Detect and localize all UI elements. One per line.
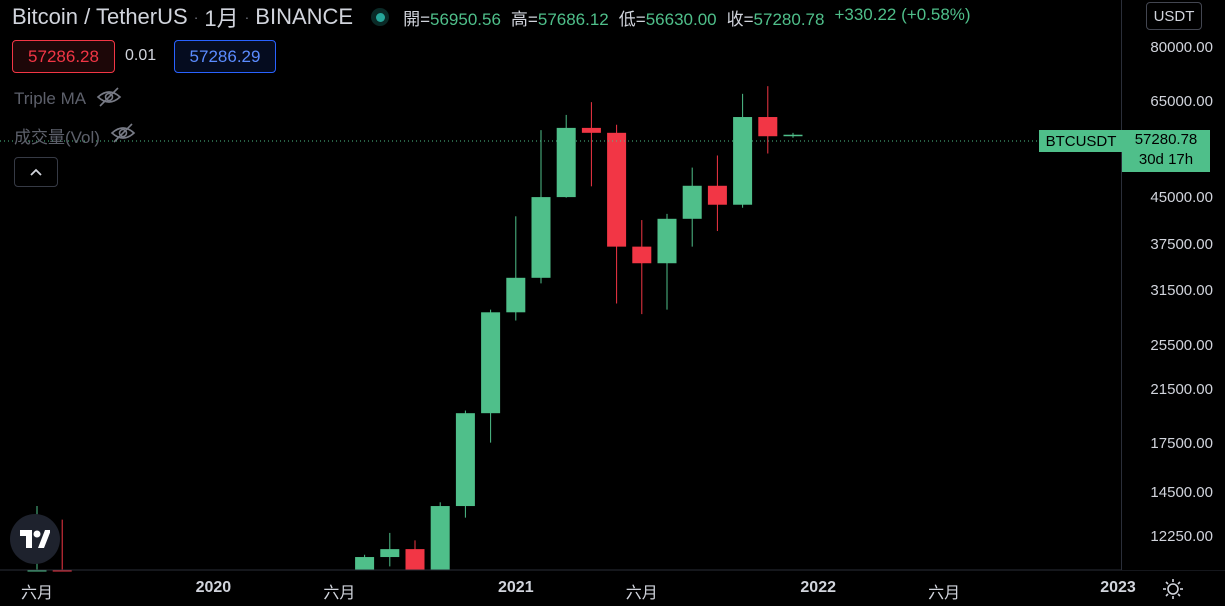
candle-2021-07 <box>657 213 677 310</box>
price-tick-label: 17500.00 <box>1150 435 1213 453</box>
price-tick-label: 65000.00 <box>1150 92 1213 110</box>
candle-body <box>758 117 778 137</box>
separator-dot: · <box>193 9 199 25</box>
candle-body <box>707 185 727 205</box>
candle-body <box>355 557 375 570</box>
candle-body <box>581 127 601 133</box>
candle-2020-07 <box>355 554 375 570</box>
ohlc-values: 開=56950.56 高=57686.12 低=56630.00 收=57280… <box>403 5 970 30</box>
candle-body <box>27 570 47 572</box>
candle-body <box>405 549 425 570</box>
candle-body <box>556 127 576 198</box>
separator-dot: · <box>244 9 250 25</box>
ohlc-close: 收=57280.78 <box>726 9 825 29</box>
candle-body <box>733 117 753 205</box>
candle-2021-09 <box>707 155 727 232</box>
ohlc-change: +330.22 (+0.58%) <box>834 4 971 24</box>
candle-2019-07 <box>52 519 72 572</box>
candle-2021-04 <box>581 102 601 187</box>
candle-2021-12 <box>783 132 803 138</box>
price-tick-label: 80000.00 <box>1150 38 1213 56</box>
candle-countdown: 30d 17h <box>1138 151 1194 168</box>
price-tick-label: 14500.00 <box>1150 484 1213 502</box>
candle-body <box>531 197 551 278</box>
candle-2020-08 <box>380 532 400 567</box>
price-tick-label: 12250.00 <box>1150 528 1213 546</box>
candle-2021-08 <box>682 167 702 247</box>
time-tick-label: 2022 <box>800 579 836 596</box>
time-tick-label: 六月 <box>625 585 658 602</box>
candle-2020-09 <box>405 540 425 570</box>
eye-off-icon[interactable] <box>96 86 122 113</box>
candle-body <box>657 218 677 264</box>
sell-price-button[interactable]: 57286.28 <box>12 40 115 73</box>
indicator-volume[interactable]: 成交量(Vol) <box>14 122 136 149</box>
chevron-up-icon <box>30 168 42 176</box>
eye-off-icon[interactable] <box>110 122 136 149</box>
candle-body <box>52 570 72 572</box>
candle-2021-10 <box>733 93 753 208</box>
indicator-label: Triple MA <box>14 89 87 108</box>
market-open-icon <box>371 8 390 26</box>
candle-body <box>455 413 475 507</box>
last-price-label: 57280.78 30d 17h <box>1122 130 1210 172</box>
candle-2020-12 <box>481 309 501 443</box>
candle-2021-06 <box>632 220 652 315</box>
price-tick-label: 45000.00 <box>1150 188 1213 206</box>
collapse-legend-button[interactable] <box>14 157 58 187</box>
candle-body <box>380 549 400 558</box>
candle-2021-05 <box>607 124 627 304</box>
ohlc-high: 高=57686.12 <box>510 9 609 29</box>
candle-2020-10 <box>430 502 450 570</box>
candle-2020-11 <box>455 410 475 518</box>
candle-body <box>481 312 501 414</box>
candle-2021-01 <box>506 216 526 321</box>
tradingview-logo[interactable] <box>10 514 60 564</box>
spread-value: 0.01 <box>125 46 157 64</box>
price-tick-label: 25500.00 <box>1150 336 1213 354</box>
price-tick-label: 37500.00 <box>1150 236 1213 254</box>
interval-label[interactable]: 1月 <box>204 6 239 31</box>
candle-2021-02 <box>531 130 551 284</box>
candle-body <box>783 134 803 137</box>
candle-body <box>430 506 450 570</box>
time-tick-label: 2020 <box>195 579 232 596</box>
currency-button[interactable]: USDT <box>1146 2 1202 30</box>
candle-body <box>632 246 652 264</box>
time-tick-label: 2021 <box>498 579 534 596</box>
indicator-triple-ma[interactable]: Triple MA <box>14 86 122 113</box>
symbol-name[interactable]: Bitcoin / TetherUS <box>12 4 188 29</box>
settings-gear-icon[interactable] <box>1160 576 1186 602</box>
price-tick-label: 31500.00 <box>1150 281 1213 299</box>
time-tick-label: 六月 <box>323 585 356 602</box>
ohlc-low: 低=56630.00 <box>618 9 717 29</box>
exchange-label: BINANCE <box>255 4 354 29</box>
candle-body <box>682 185 702 219</box>
ohlc-open: 開=56950.56 <box>403 9 501 29</box>
time-tick-label: 2023 <box>1100 579 1136 596</box>
candle-body <box>506 277 526 313</box>
buy-price-button[interactable]: 57286.29 <box>174 40 276 73</box>
price-axis[interactable] <box>1121 0 1225 570</box>
time-tick-label: 六月 <box>20 585 54 602</box>
candle-2021-11 <box>758 86 778 154</box>
last-price-value: 57280.78 <box>1134 131 1198 148</box>
candle-2021-03 <box>556 114 576 198</box>
last-price-symbol-label: BTCUSDT <box>1039 130 1123 152</box>
indicator-label: 成交量(Vol) <box>14 127 100 147</box>
time-tick-label: 六月 <box>928 585 961 602</box>
symbol-legend: Bitcoin / TetherUS · 1月 · BINANCE 開=5695… <box>12 4 971 31</box>
price-tick-label: 21500.00 <box>1150 381 1213 399</box>
candle-body <box>607 132 627 247</box>
